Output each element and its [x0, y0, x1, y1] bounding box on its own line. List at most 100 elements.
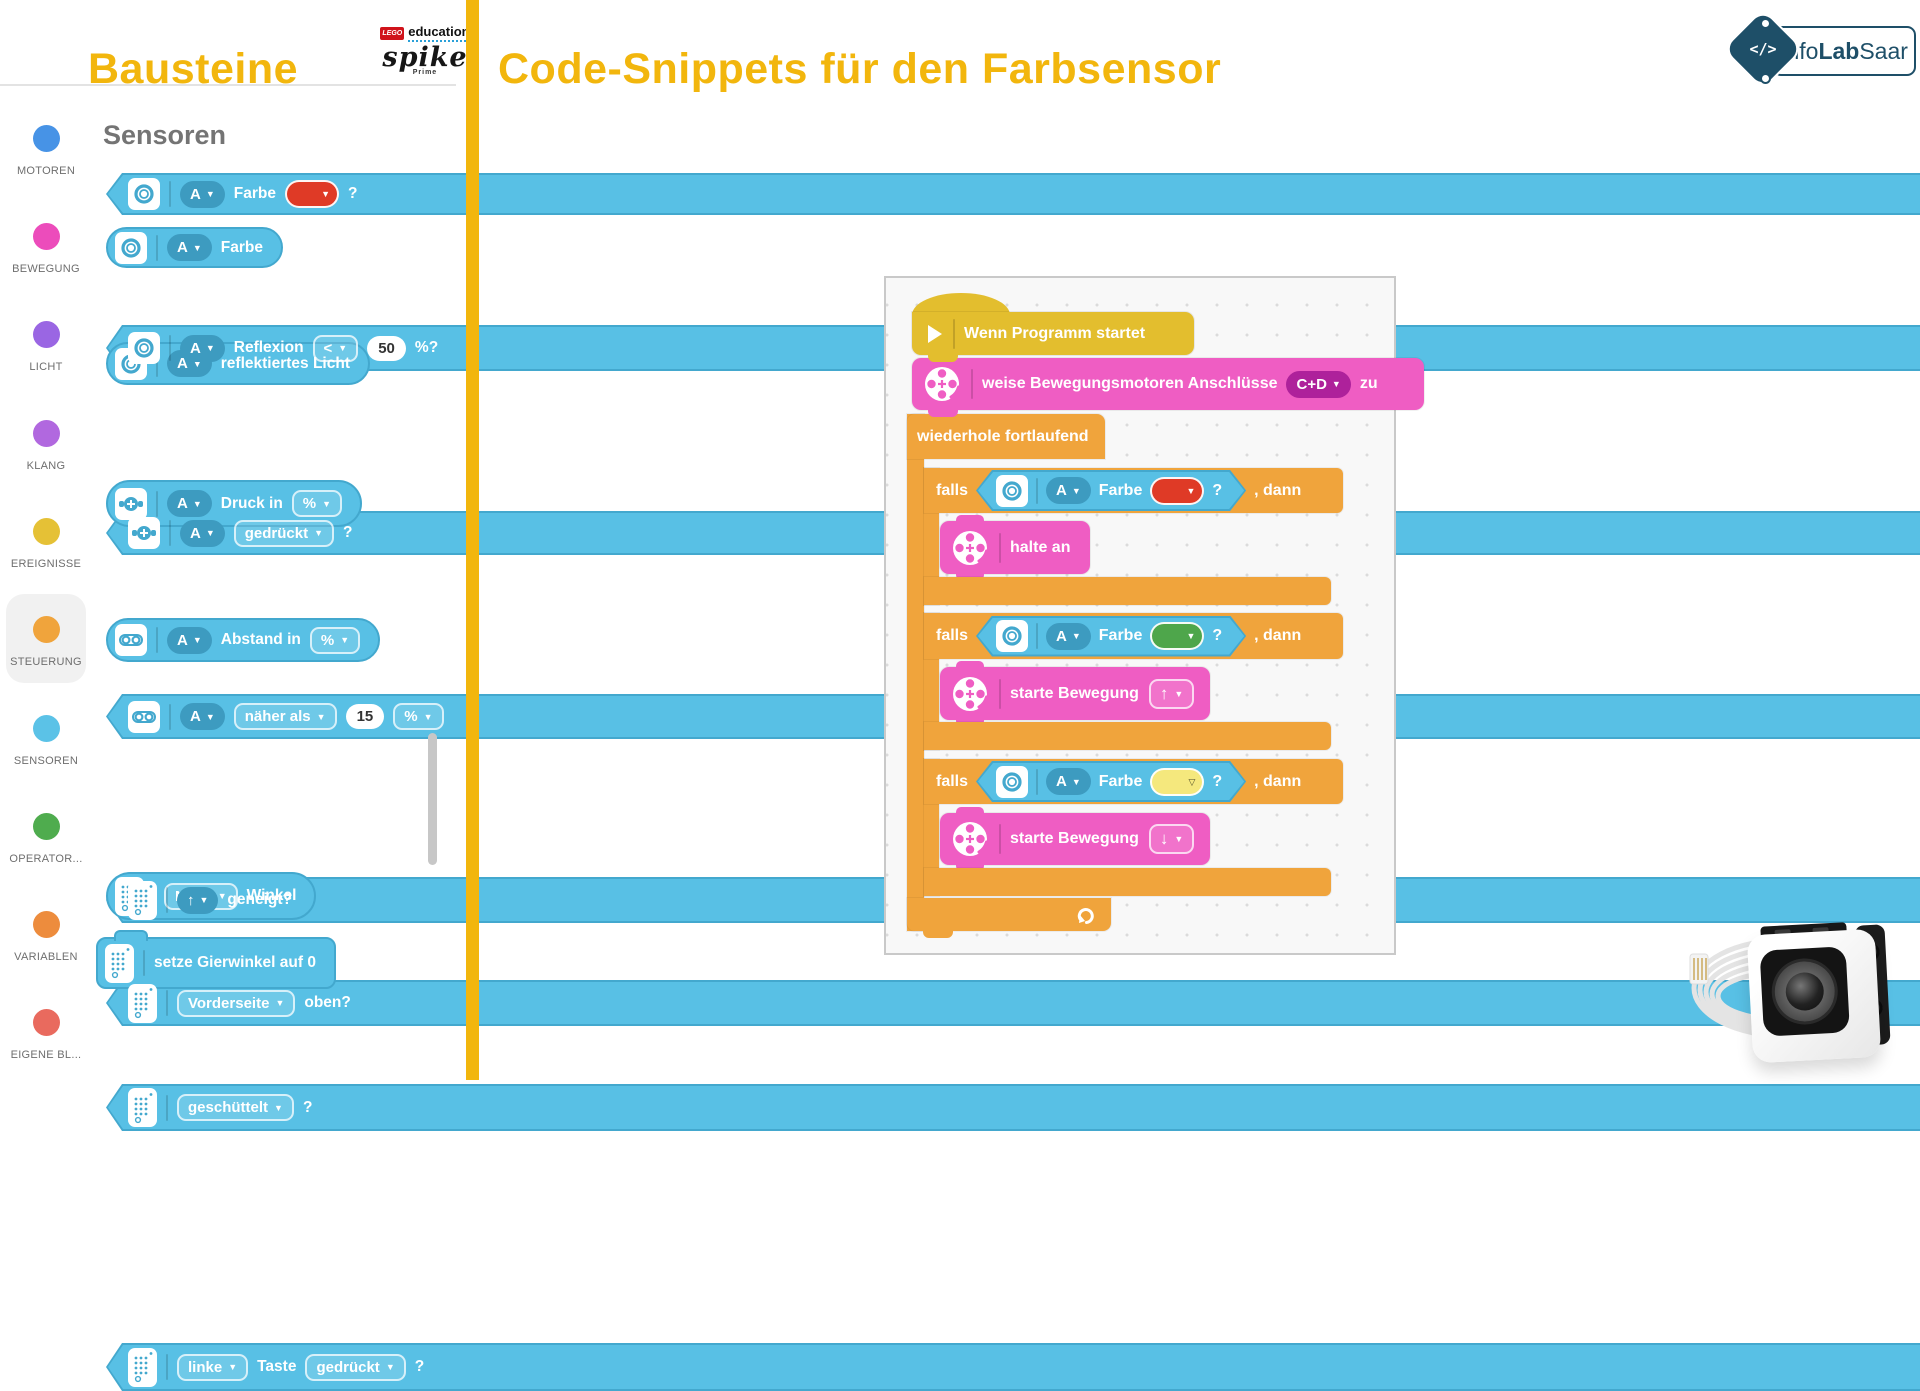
- port-dropdown[interactable]: A ▼: [180, 703, 225, 730]
- if-color-yellow-block[interactable]: falls A ▼ Farbe ▽ ? , dann: [924, 759, 1343, 804]
- loop-footer[interactable]: [907, 898, 1111, 938]
- chevron-down-icon: ▼: [205, 528, 215, 538]
- chevron-down-icon: ▼: [192, 358, 202, 369]
- if-block-arm[interactable]: [924, 577, 1331, 605]
- chevron-down-icon: ▼: [1186, 485, 1196, 496]
- port-dropdown[interactable]: A ▼: [1046, 477, 1091, 504]
- tilt-direction-dropdown[interactable]: ↑ ▼: [177, 886, 219, 914]
- palette-block-closer-than[interactable]: A ▼ näher als ▼ 15 % ▼: [106, 694, 1920, 739]
- unit-dropdown[interactable]: % ▼: [291, 490, 343, 517]
- chevron-down-icon: ▼: [217, 891, 227, 901]
- port-dropdown[interactable]: A ▼: [180, 334, 225, 362]
- hat-block-dome[interactable]: [912, 293, 1010, 315]
- value-input[interactable]: 50: [367, 335, 406, 361]
- port-dropdown[interactable]: A ▼: [180, 519, 225, 547]
- movement-category-icon: [32, 223, 60, 250]
- port-dropdown[interactable]: A ▼: [167, 490, 212, 517]
- palette-scrollbar[interactable]: [428, 733, 437, 865]
- port-dropdown[interactable]: A ▼: [167, 234, 212, 261]
- side-dropdown[interactable]: Vorderseite ▼: [177, 989, 296, 1017]
- color-value-dropdown[interactable]: ▼: [284, 180, 339, 208]
- events-category-icon: [32, 518, 60, 545]
- motor-icon: [925, 367, 960, 401]
- operator-dropdown[interactable]: < ▼: [312, 334, 359, 362]
- sidebar-item-motoren[interactable]: MOTOREN: [2, 125, 90, 178]
- chevron-down-icon: ▼: [1174, 688, 1184, 699]
- port-dropdown[interactable]: A ▼: [1046, 622, 1091, 650]
- repeat-forever-block[interactable]: wiederhole fortlaufend: [907, 414, 1105, 459]
- lego-education-label: education: [408, 24, 470, 42]
- unit-dropdown[interactable]: % ▼: [393, 703, 444, 730]
- port-dropdown[interactable]: A ▼: [180, 180, 225, 208]
- button-side-dropdown[interactable]: linke ▼: [177, 1353, 249, 1381]
- sidebar-item-sensoren[interactable]: SENSOREN: [2, 715, 90, 768]
- chevron-down-icon: ▼: [322, 498, 332, 509]
- palette-block-distance[interactable]: A ▼ Abstand in % ▼: [106, 618, 381, 662]
- sidebar-title: Bausteine: [88, 44, 299, 93]
- color-sensor-icon: [115, 231, 147, 264]
- sidebar-item-eigene-bloecke[interactable]: EIGENE BL...: [2, 1009, 90, 1062]
- arrow-up-icon: ↑: [187, 891, 195, 909]
- when-program-starts-block[interactable]: Wenn Programm startet: [912, 312, 1194, 362]
- sidebar-item-operatoren[interactable]: OPERATOR...: [2, 813, 90, 866]
- motor-icon: [953, 676, 988, 711]
- if-color-green-block[interactable]: falls A ▼ Farbe ▼ ? , dann: [924, 613, 1343, 659]
- palette-block-tilted[interactable]: ↑ ▼ geneigt?: [106, 877, 1920, 923]
- start-moving-down-block[interactable]: starte Bewegung ↓ ▼: [940, 807, 1211, 871]
- code-canvas[interactable]: Wenn Programm startet weise Bewegungsmot…: [884, 276, 1424, 955]
- palette-heading: Sensoren: [103, 120, 227, 151]
- value-input[interactable]: 15: [345, 704, 385, 729]
- loop-arrow-icon: [1077, 907, 1094, 924]
- sidebar-item-steuerung[interactable]: STEUERUNG: [6, 594, 86, 683]
- palette-block-color-is[interactable]: A ▼ Farbe ▼ ?: [106, 173, 1920, 215]
- lego-spike-prime-logo: LEGO education spike Prime: [380, 24, 470, 77]
- color-value-dropdown[interactable]: ▽: [1150, 767, 1205, 796]
- port-dropdown[interactable]: A ▼: [1046, 768, 1091, 795]
- sidebar-item-variablen[interactable]: VARIABLEN: [2, 911, 90, 964]
- direction-dropdown[interactable]: ↓ ▼: [1148, 824, 1195, 854]
- if-block-arm[interactable]: [924, 722, 1331, 750]
- palette-block-shaken[interactable]: geschüttelt ▼ ?: [106, 1084, 1920, 1131]
- gesture-dropdown[interactable]: geschüttelt ▼: [177, 1094, 294, 1121]
- closer-than-dropdown[interactable]: näher als ▼: [233, 703, 337, 730]
- direction-dropdown[interactable]: ↑ ▼: [1148, 678, 1195, 709]
- palette-block-reset-yaw[interactable]: setze Gierwinkel auf 0: [96, 930, 336, 989]
- chevron-down-icon: ▼: [1071, 776, 1081, 787]
- if-block-arm[interactable]: [924, 868, 1331, 896]
- start-moving-up-block[interactable]: starte Bewegung ↑ ▼: [940, 661, 1211, 726]
- sidebar-item-licht[interactable]: LICHT: [2, 321, 90, 374]
- color-condition-hexagon[interactable]: A ▼ Farbe ▽ ?: [976, 761, 1246, 802]
- chevron-down-icon: ▼: [1174, 834, 1184, 844]
- set-movement-motors-block[interactable]: weise Bewegungsmotoren Anschlüsse C+D ▼ z…: [912, 358, 1424, 417]
- control-category-icon: [32, 616, 60, 643]
- sensors-category-icon: [32, 715, 60, 742]
- unit-dropdown[interactable]: % ▼: [309, 626, 361, 654]
- pressed-dropdown[interactable]: gedrückt ▼: [233, 519, 335, 547]
- sidebar-item-bewegung[interactable]: BEWEGUNG: [2, 223, 90, 276]
- palette-block-color-value[interactable]: A ▼ Farbe: [106, 227, 283, 268]
- stop-moving-block[interactable]: halte an: [940, 515, 1091, 580]
- chevron-down-icon: ▼: [1071, 631, 1081, 641]
- if-color-red-block[interactable]: falls A ▼ Farbe ▼ ? , dann: [924, 468, 1343, 513]
- ports-dropdown[interactable]: C+D ▼: [1286, 370, 1351, 398]
- palette-block-button-pressed[interactable]: linke ▼ Taste gedrückt ▼ ?: [106, 1343, 1920, 1391]
- color-condition-hexagon[interactable]: A ▼ Farbe ▼ ?: [976, 616, 1246, 657]
- hub-icon: [128, 983, 157, 1023]
- pressed-dropdown[interactable]: gedrückt ▼: [305, 1353, 406, 1381]
- hub-icon: [105, 943, 134, 983]
- color-value-dropdown[interactable]: ▼: [1150, 476, 1205, 505]
- color-condition-hexagon[interactable]: A ▼ Farbe ▼ ?: [976, 470, 1246, 511]
- chevron-down-icon: ▼: [274, 1102, 283, 1113]
- infolab-saar-logo: Info Lab Saar </>: [1724, 10, 1916, 88]
- sidebar-item-ereignisse[interactable]: EREIGNISSE: [2, 518, 90, 571]
- motor-icon: [953, 530, 988, 565]
- palette-block-side-up[interactable]: Vorderseite ▼ oben?: [106, 980, 1920, 1026]
- lego-brand-icon: LEGO: [380, 26, 405, 40]
- color-value-dropdown[interactable]: ▼: [1150, 622, 1205, 650]
- loop-spine[interactable]: [907, 414, 924, 931]
- sidebar-item-klang[interactable]: KLANG: [2, 420, 90, 473]
- port-dropdown[interactable]: A ▼: [167, 626, 212, 654]
- color-sensor-icon: [996, 620, 1029, 652]
- palette-block-force-pressed[interactable]: A ▼ gedrückt ▼ ?: [106, 511, 1920, 555]
- palette-block-reflection-compare[interactable]: A ▼ Reflexion < ▼ 50 %?: [106, 325, 1920, 371]
